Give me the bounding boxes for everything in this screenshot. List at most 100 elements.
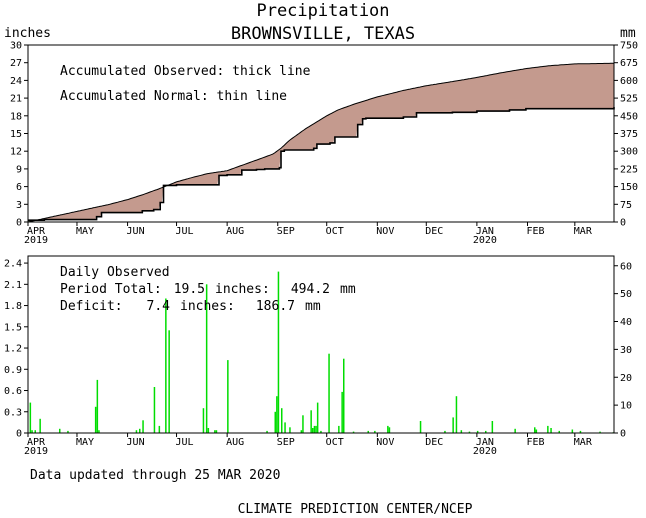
daily-bar — [67, 430, 69, 433]
left-tick-label: 27 — [10, 58, 22, 69]
left-tick-label: 9 — [16, 164, 22, 175]
month-label-may: MAY — [76, 226, 94, 237]
period-total-mm: 494.2 — [291, 282, 330, 297]
deficit-mm: 186.7 — [256, 299, 295, 314]
daily-right-tick-label: 60 — [620, 261, 632, 272]
daily-bar — [452, 417, 454, 433]
daily-bar — [34, 430, 36, 433]
daily-bar — [367, 430, 369, 433]
left-tick-label: 24 — [10, 76, 22, 87]
daily-left-tick-label: 0.6 — [4, 386, 22, 397]
daily-bar — [168, 330, 170, 433]
month-label-oct: OCT — [326, 437, 344, 448]
left-tick-label: 30 — [10, 41, 22, 52]
normal-line — [27, 62, 614, 223]
daily-bar — [338, 425, 340, 433]
daily-bar — [289, 427, 291, 433]
month-label-jan: JAN — [476, 226, 494, 237]
daily-bar — [98, 430, 100, 433]
daily-right-tick-label: 30 — [620, 345, 632, 356]
left-tick-label: 12 — [10, 147, 22, 158]
month-label-mar: MAR — [574, 437, 593, 448]
month-label-mar: MAR — [574, 226, 593, 237]
daily-bar — [266, 430, 268, 433]
daily-bar — [387, 425, 389, 433]
deficit-inches: 7.4 — [147, 299, 171, 314]
period-total-inch-unit: inches: — [215, 282, 270, 297]
left-tick-label: 3 — [16, 200, 22, 211]
daily-bar — [284, 422, 286, 433]
left-tick-label: 21 — [10, 94, 22, 105]
right-tick-label: 375 — [620, 129, 638, 140]
accumulated-difference-fill — [28, 63, 614, 222]
daily-bar — [313, 425, 316, 433]
left-unit-label: inches — [4, 26, 51, 41]
month-label-may: MAY — [76, 437, 94, 448]
daily-bar — [277, 271, 280, 433]
daily-bar — [352, 431, 355, 433]
deficit-label: Deficit: — [60, 299, 123, 314]
daily-left-tick-label: 0.3 — [4, 407, 22, 418]
legend-normal: Accumulated Normal: thin line — [60, 89, 287, 104]
accumulated-panel: 0369121518212427300751502253003754505256… — [10, 41, 638, 247]
daily-bar — [227, 360, 229, 433]
daily-bar — [455, 396, 458, 433]
daily-bar — [165, 298, 167, 433]
daily-right-tick-label: 0 — [620, 429, 626, 440]
daily-left-tick-label: 1.2 — [4, 344, 22, 355]
daily-left-tick-label: 0.9 — [4, 365, 22, 376]
daily-bars — [29, 271, 614, 433]
surplus-segment — [28, 220, 31, 222]
daily-right-tick-label: 50 — [620, 289, 632, 300]
daily-right-tick-label: 40 — [620, 317, 632, 328]
daily-bar — [550, 428, 552, 433]
month-label-jun: JUN — [127, 437, 145, 448]
daily-bar — [274, 411, 276, 433]
daily-bar — [135, 430, 138, 433]
month-label-jun: JUN — [127, 226, 145, 237]
right-unit-label: mm — [620, 26, 636, 41]
daily-panel: 0 0.3 0.6 0.9 1.2 1.5 1.8 2.1 2.4 0 10 20 30 40 50 60 AP… — [4, 255, 632, 457]
month-label-jul: JUL — [176, 437, 194, 448]
month-label-apr: APR — [27, 437, 46, 448]
right-tick-label: 600 — [620, 76, 638, 87]
right-tick-label: 675 — [620, 58, 638, 69]
month-label-dec: DEC — [425, 226, 443, 237]
legend-observed: Accumulated Observed: thick line — [60, 64, 311, 79]
daily-bar — [94, 406, 97, 433]
credit-label: CLIMATE PREDICTION CENTER/NCEP — [238, 502, 473, 517]
daily-bar — [300, 430, 303, 433]
year-label-start: 2019 — [24, 446, 48, 457]
daily-bar — [31, 430, 33, 433]
daily-bar — [316, 402, 319, 433]
daily-bar — [142, 420, 144, 433]
daily-right-tick-label: 10 — [620, 401, 632, 412]
right-tick-label: 225 — [620, 164, 638, 175]
right-tick-label: 450 — [620, 111, 638, 122]
daily-bar — [343, 358, 345, 433]
month-label-feb: FEB — [526, 437, 544, 448]
daily-bar — [328, 353, 330, 433]
daily-left-tick-label: 1.5 — [4, 322, 22, 333]
daily-bar — [444, 430, 446, 433]
difference-area — [28, 63, 614, 222]
data-updated-note: Data updated through 25 MAR 2020 — [30, 468, 280, 483]
daily-bar — [485, 430, 487, 433]
left-tick-label: 0 — [16, 218, 22, 229]
daily-bar — [468, 431, 471, 433]
month-label-nov: NOV — [376, 226, 394, 237]
daily-left-tick-label: 0 — [16, 429, 22, 440]
daily-left-tick-label: 1.8 — [4, 301, 22, 312]
daily-bar — [214, 430, 216, 433]
month-label-nov: NOV — [376, 437, 394, 448]
daily-bar — [558, 430, 560, 433]
left-tick-label: 6 — [16, 182, 22, 193]
right-tick-label: 525 — [620, 94, 638, 105]
daily-title: Daily Observed — [60, 265, 170, 280]
daily-bar — [29, 402, 32, 433]
accumulated-axes: 0369121518212427300751502253003754505256… — [10, 41, 638, 247]
year-label-start: 2019 — [24, 235, 48, 246]
deficit-inch-unit: inches: — [180, 299, 235, 314]
month-label-aug: AUG — [226, 437, 244, 448]
